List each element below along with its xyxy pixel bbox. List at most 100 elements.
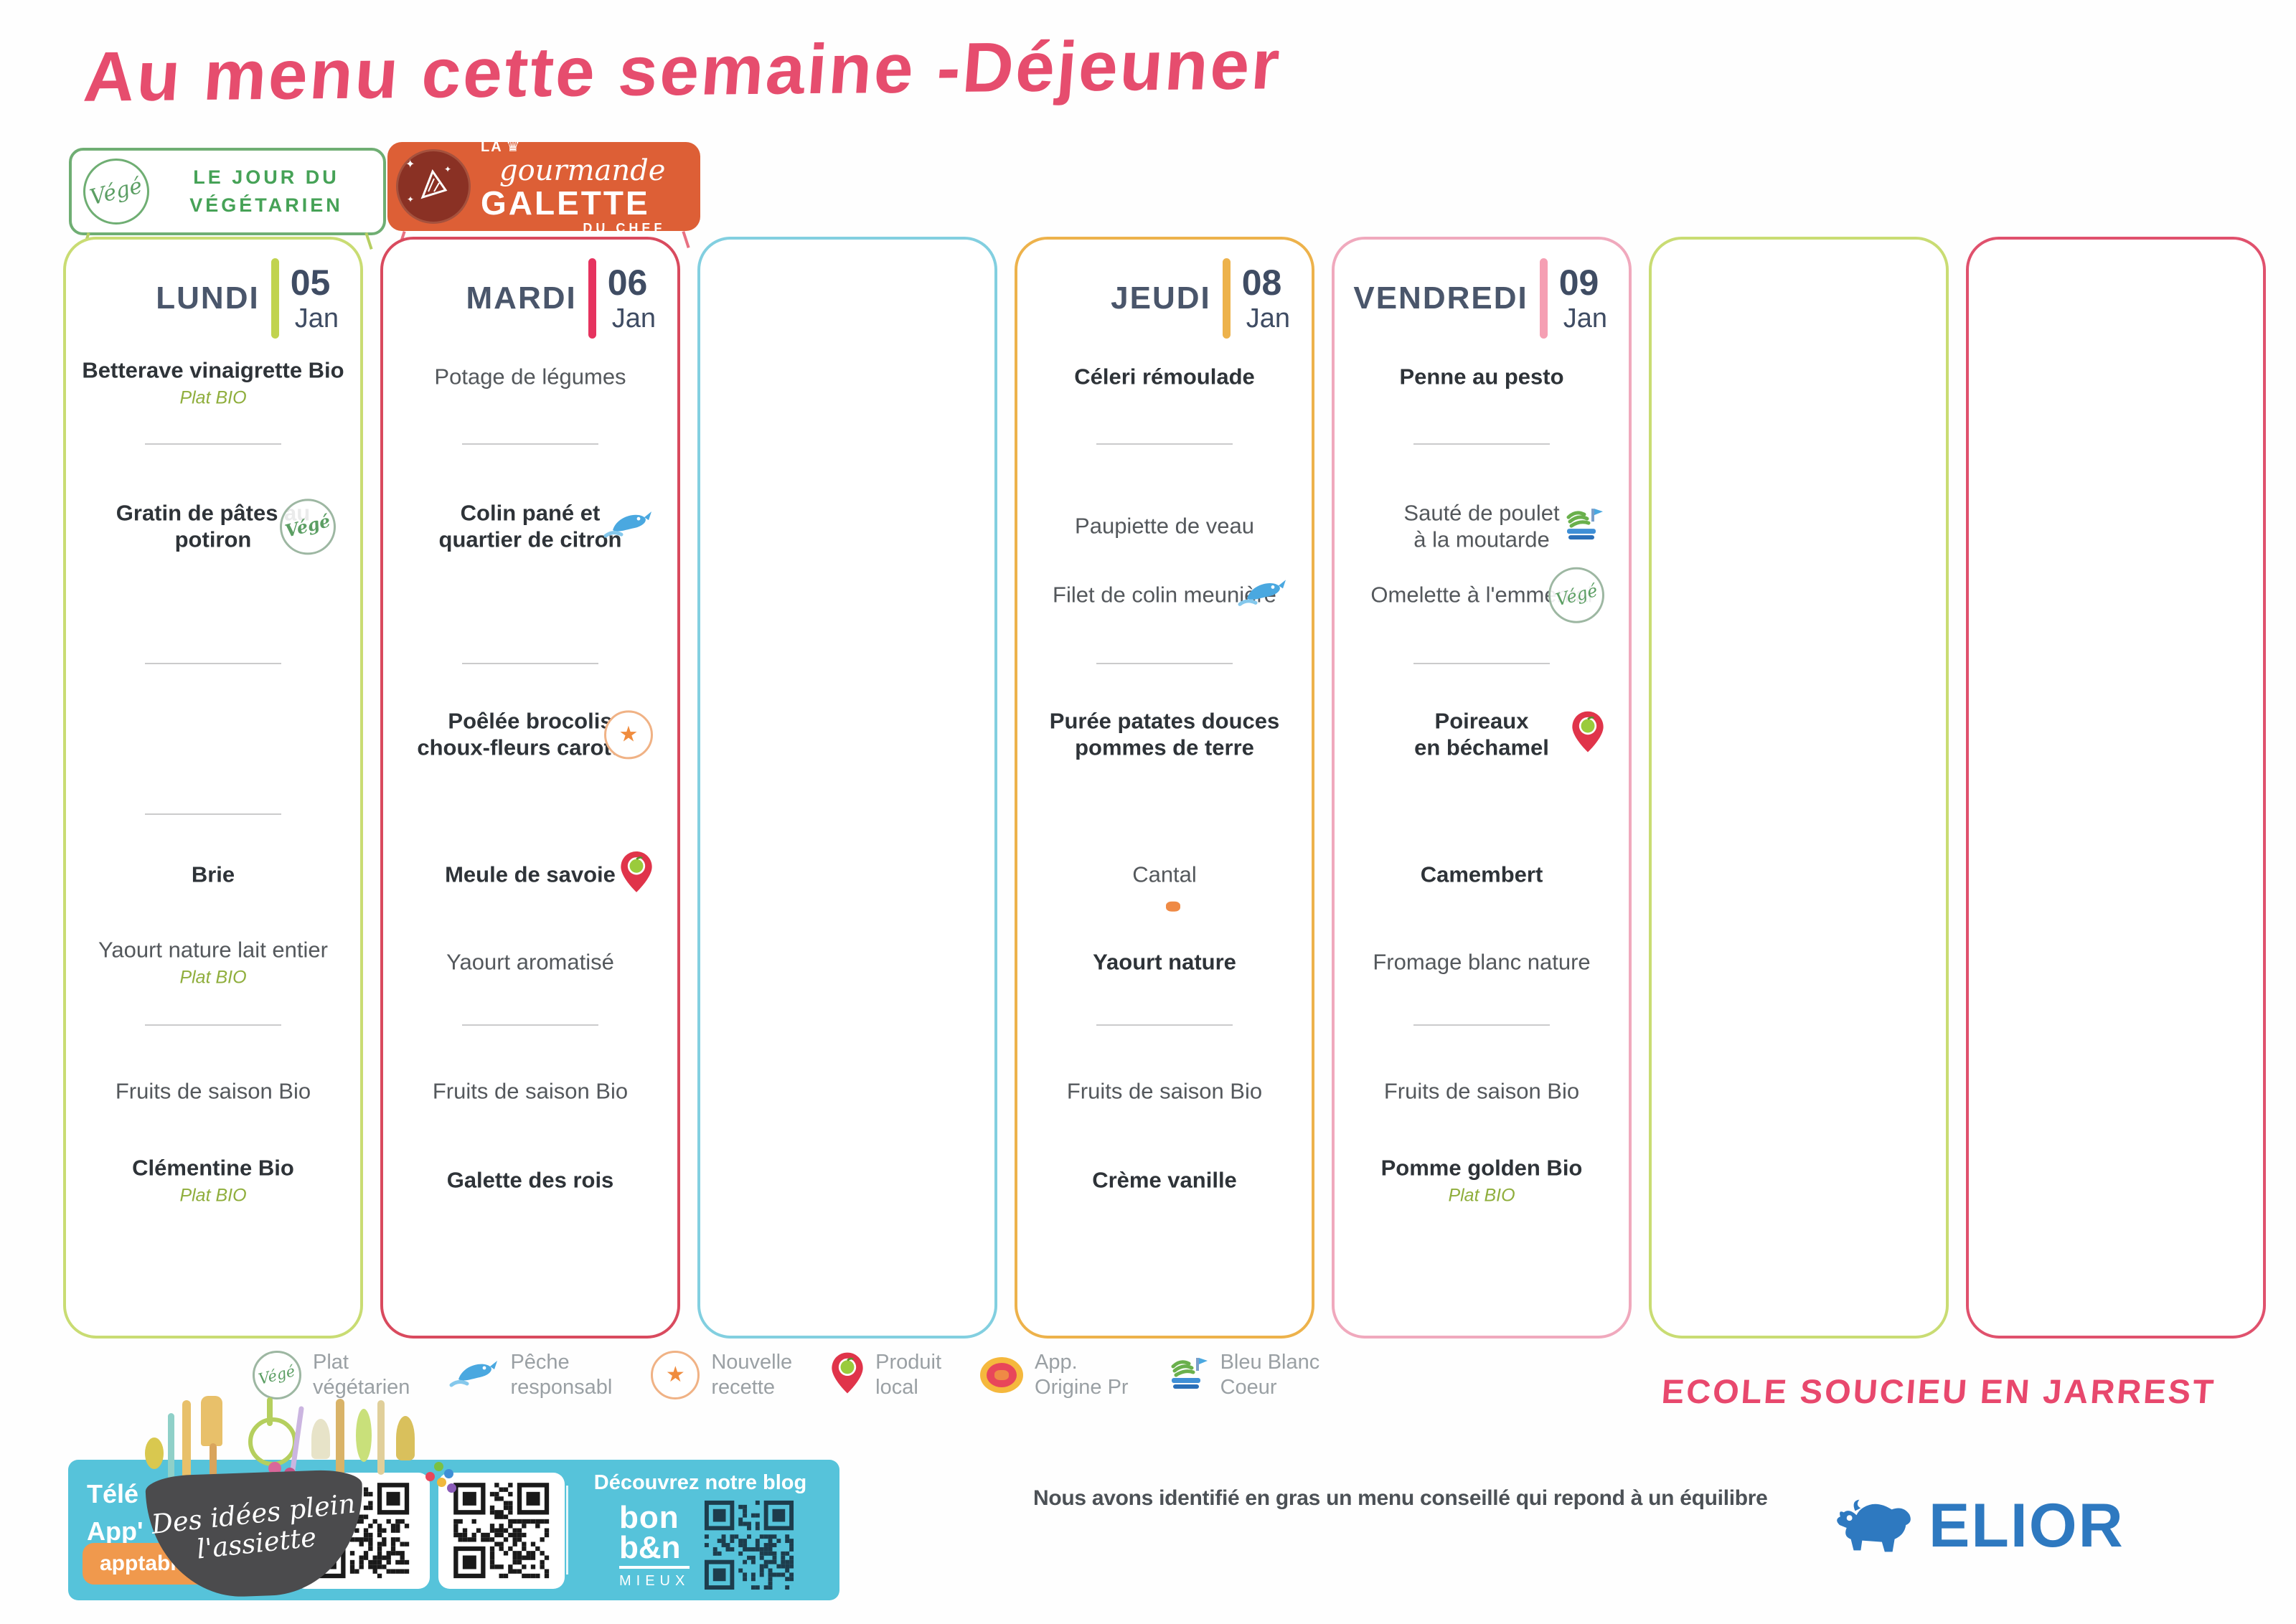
legend-label: Pêche responsabl [510, 1351, 613, 1399]
bbc-icon [1167, 1355, 1209, 1394]
day-column-mardi: MARDI 06 Jan Potage de légumes Colin pané et… [380, 237, 680, 1339]
elior-wordmark: ELIOR [1929, 1491, 2125, 1560]
crown-icon: ♛ [506, 137, 520, 156]
dish-entree: Penne au pesto [1399, 364, 1564, 390]
dish-plat: Paupiette de veau [1075, 513, 1254, 539]
dish-laitage: Yaourt aromatisé [446, 949, 614, 975]
dish-laitage: Yaourt nature lait entier Plat BIO [77, 937, 349, 988]
date: 08 Jan [1241, 263, 1290, 334]
legend-item: ★ Nouvelle recette [651, 1350, 792, 1400]
header-bar [1222, 258, 1231, 339]
header-bar [588, 258, 596, 339]
dish-laitage: Fromage blanc nature [1373, 949, 1591, 975]
app-download-text: Télé App' [87, 1479, 144, 1547]
dish-dessert: Pomme golden Bio Plat BIO [1346, 1155, 1617, 1206]
vege-icon: Végé [280, 499, 336, 554]
header-bar [270, 258, 279, 339]
galette-icon: ✦ ✦ ✦ [396, 149, 471, 224]
blog-title: Découvrez notre blog [593, 1471, 807, 1494]
dish-fruit: Fruits de saison Bio [1383, 1078, 1580, 1104]
day-header: LUNDI 05 Jan [66, 258, 339, 339]
divider [145, 443, 281, 445]
elior-logo: ELIOR [1834, 1491, 2125, 1562]
menu-columns: LUNDI 05 Jan Betterave vinaigrette Bio Plat … [63, 237, 2266, 1339]
date: 06 Jan [607, 263, 656, 334]
day-header: VENDREDI 09 Jan [1335, 258, 1607, 339]
day-name: MARDI [466, 280, 577, 316]
divider [462, 663, 598, 664]
dish-plat: Colin pané et quartier de citron [395, 500, 666, 552]
divider [1413, 1024, 1550, 1026]
day-column-dimanche-vide [1966, 237, 2266, 1339]
bio-tag: Plat BIO [179, 1185, 247, 1206]
balanced-menu-note: Nous avons identifié en gras un menu con… [1033, 1486, 1768, 1510]
fish-icon [448, 1355, 499, 1394]
date: 09 Jan [1558, 263, 1607, 334]
divider [145, 663, 281, 664]
day-column-vendredi: VENDREDI 09 Jan Penne au pesto Sauté de poul… [1332, 237, 1632, 1339]
bonbien-logo: bon b&n MIEUX [619, 1500, 690, 1589]
day-column-jeudi: JEUDI 08 Jan Céleri rémoulade Paupiette de v… [1015, 237, 1314, 1339]
dish-fruit: Fruits de saison Bio [1066, 1078, 1263, 1104]
fish-icon [1237, 575, 1287, 617]
dish-fromage: Camembert [1420, 861, 1543, 887]
day-header: MARDI 06 Jan [383, 258, 656, 339]
legend-item: Bleu Blanc Coeur [1167, 1350, 1320, 1400]
header-bar [1539, 258, 1548, 339]
divider [462, 1024, 598, 1026]
divider [1413, 663, 1550, 664]
dish-dessert: Clémentine Bio Plat BIO [77, 1155, 349, 1206]
utensils-decoration [141, 1396, 449, 1483]
bbc-icon [1563, 506, 1604, 548]
vege-icon: Végé [1548, 567, 1604, 623]
bio-tag: Plat BIO [179, 387, 247, 408]
legend-label: App. Origine Pr [1035, 1351, 1129, 1399]
date: 05 Jan [290, 263, 339, 334]
day-name: JEUDI [1111, 280, 1211, 316]
legend: Végé Plat végétarien Pêche responsabl ★ Nouv… [253, 1350, 1319, 1400]
fish-icon [603, 506, 653, 548]
legend-item: Végé Plat végétarien [253, 1350, 410, 1400]
dish-entree: Potage de légumes [434, 364, 626, 390]
dish-entree: Céleri rémoulade [1074, 364, 1255, 390]
legend-item: Pêche responsabl [448, 1350, 612, 1400]
qr-code-blog [702, 1498, 796, 1592]
bio-tag: Plat BIO [179, 967, 247, 988]
dish-dessert: Crème vanille [1092, 1167, 1237, 1193]
bison-icon [1837, 1499, 1911, 1552]
pin-icon [1571, 711, 1604, 759]
day-name: VENDREDI [1353, 280, 1528, 316]
day-column-samedi-vide [1649, 237, 1949, 1339]
divider [1096, 443, 1233, 445]
vegetarian-day-label: LE JOUR DU VÉGÉTARIEN [189, 166, 343, 216]
dish-fruit: Fruits de saison Bio [115, 1078, 311, 1104]
vege-icon: Végé [253, 1350, 301, 1399]
divider [1096, 1024, 1233, 1026]
dish-plat2: Filet de colin meunière [1029, 580, 1300, 609]
dish-legume: Purée patates douces pommes de terre [1049, 708, 1280, 760]
legend-label: Bleu Blanc Coeur [1220, 1351, 1320, 1399]
dish-fruit: Fruits de saison Bio [432, 1078, 629, 1104]
vege-stamp-icon: Végé [83, 159, 149, 225]
legend-item: App. Origine Pr [980, 1350, 1129, 1400]
star-icon: ★ [604, 710, 653, 759]
dish-laitage: Yaourt nature [1093, 949, 1236, 975]
dish-dessert: Galette des rois [446, 1167, 614, 1193]
legend-item: Produit local [831, 1350, 941, 1400]
divider [145, 813, 281, 815]
dish-plat2: Omelette à l'emmental Végé [1346, 567, 1617, 623]
dish-fromage: Meule de savoie [395, 851, 666, 893]
day-column-lundi: LUNDI 05 Jan Betterave vinaigrette Bio Plat … [63, 237, 363, 1339]
legend-label: Plat végétarien [313, 1351, 410, 1399]
vegetarian-day-badge: Végé LE JOUR DU VÉGÉTARIEN [69, 148, 386, 250]
dish-fromage: Brie [191, 861, 235, 887]
day-name: LUNDI [156, 280, 260, 316]
divider [1096, 663, 1233, 664]
pin-icon [620, 851, 653, 900]
day-column-mercredi-vide [697, 237, 997, 1339]
banner-divider [566, 1486, 568, 1575]
star-icon: ★ [651, 1350, 700, 1399]
legend-label: Nouvelle recette [711, 1351, 793, 1399]
dish-legume: Poêlée brocolis choux-fleurs carottes ★ [395, 708, 666, 760]
